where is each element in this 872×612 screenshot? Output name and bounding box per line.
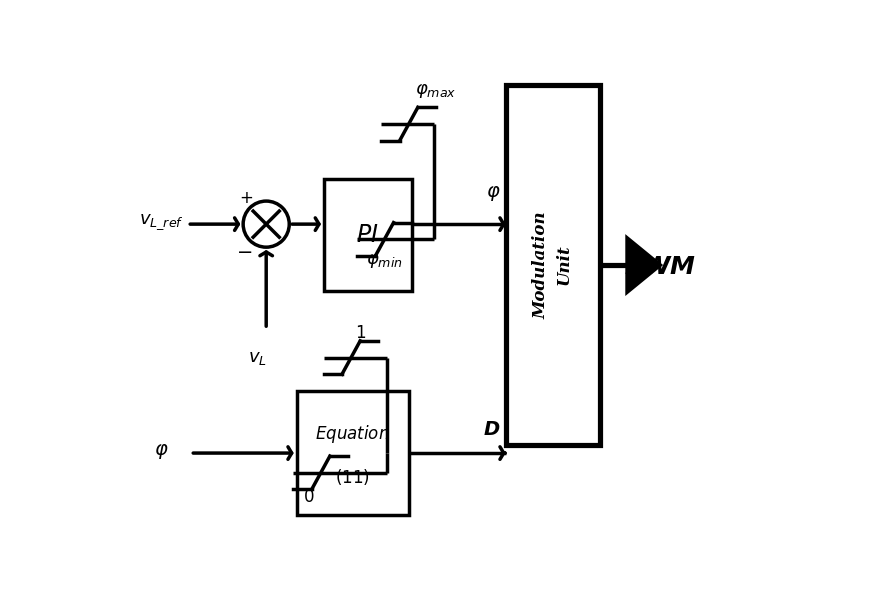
Text: $\boldsymbol{PWM}$: $\boldsymbol{PWM}$ [624, 255, 696, 278]
Text: $1$: $1$ [355, 325, 365, 341]
Text: $\varphi$: $\varphi$ [154, 442, 168, 461]
Text: Modulation
Unit: Modulation Unit [533, 211, 573, 319]
Text: $+$: $+$ [239, 190, 253, 207]
Text: $\varphi_{min}$: $\varphi_{min}$ [366, 252, 403, 269]
Text: $0$: $0$ [303, 488, 315, 506]
Text: $PI$: $PI$ [357, 223, 379, 247]
Bar [506, 84, 600, 446]
Text: $\boldsymbol{v_L}$: $\boldsymbol{v_L}$ [248, 349, 267, 367]
Bar [324, 179, 412, 291]
Text: $\boldsymbol{D}$: $\boldsymbol{D}$ [483, 421, 501, 439]
Text: $\varphi$: $\varphi$ [486, 184, 501, 203]
Bar [296, 391, 409, 515]
Text: $\boldsymbol{v_{L\_ref}}$: $\boldsymbol{v_{L\_ref}}$ [139, 212, 184, 232]
Text: $-$: $-$ [235, 242, 252, 261]
Text: $(11)$: $(11)$ [335, 468, 370, 487]
Polygon shape [627, 238, 660, 293]
Text: $\varphi_{max}$: $\varphi_{max}$ [415, 82, 456, 100]
Text: $Equation$: $Equation$ [316, 423, 390, 445]
